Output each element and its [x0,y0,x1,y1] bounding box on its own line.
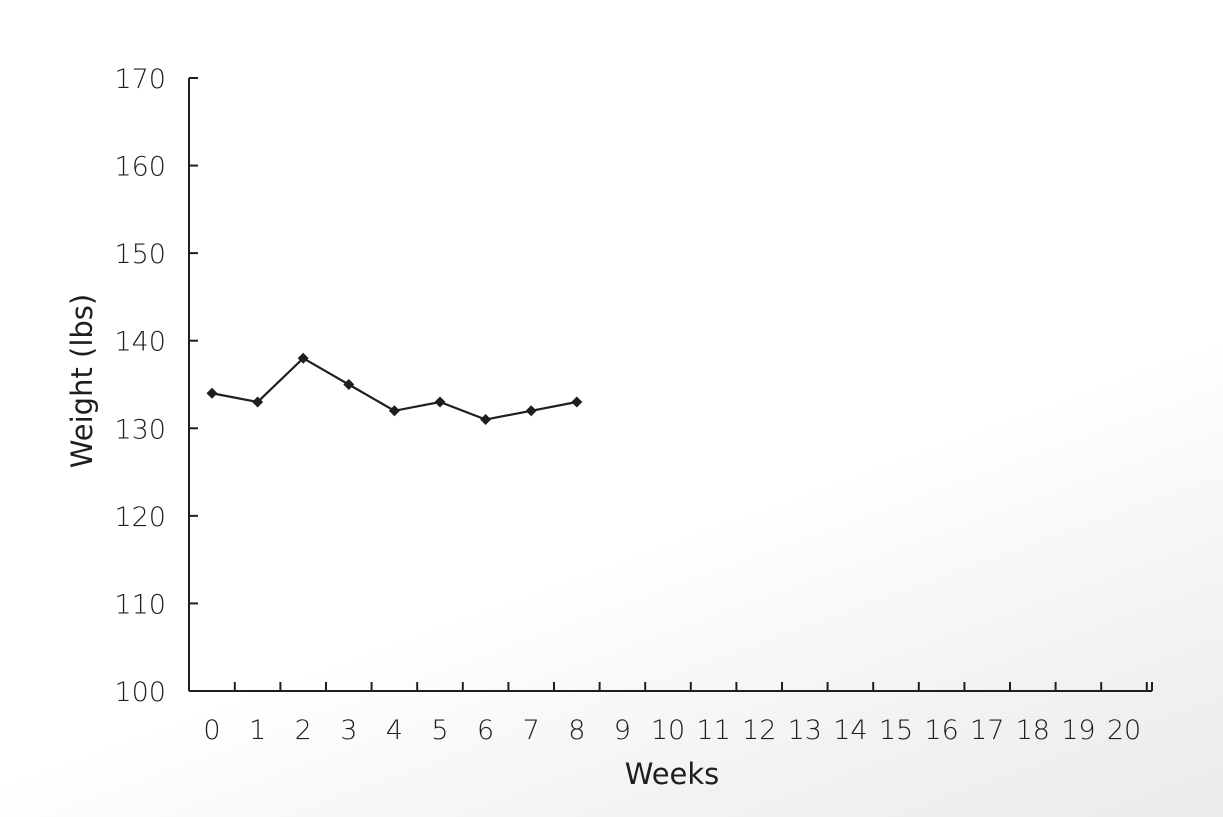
y-tick-label: 170 [114,64,166,95]
x-tick-label: 10 [651,715,685,746]
x-tick-label: 14 [833,715,867,746]
y-tick-label: 150 [114,239,166,270]
x-tick-label: 16 [924,715,958,746]
y-axis-title: Weight (lbs) [65,294,99,468]
data-point-marker [525,405,537,417]
data-point-marker [388,405,400,417]
x-tick-label: 7 [523,715,540,746]
data-point-marker [480,414,492,426]
x-tick-label: 0 [203,715,220,746]
data-point-marker [571,396,583,408]
x-tick-label: 1 [249,715,266,746]
y-tick-label: 120 [114,502,166,533]
x-tick-label: 11 [696,715,730,746]
x-tick-label: 12 [742,715,776,746]
x-tick-label: 9 [614,715,631,746]
x-tick-label: 4 [386,715,403,746]
x-tick-label: 20 [1107,715,1141,746]
x-tick-label: 19 [1061,715,1095,746]
y-tick-label: 160 [114,152,166,183]
y-tick-label: 110 [114,589,166,620]
data-point-marker [252,396,264,408]
x-tick-label: 6 [477,715,494,746]
data-point-marker [297,352,309,364]
x-tick-label: 3 [340,715,357,746]
data-point-marker [206,387,218,399]
data-point-marker [434,396,446,408]
x-tick-label: 2 [295,715,312,746]
x-tick-label: 15 [879,715,913,746]
x-tick-label: 13 [788,715,822,746]
y-tick-label: 100 [114,677,166,708]
axes [188,78,1152,692]
x-tick-label: 8 [568,715,585,746]
x-axis-title: Weeks [625,757,720,791]
data-point-marker [343,379,355,390]
y-tick-label: 140 [114,327,166,358]
y-ticks: 100 110 120 130 140 150 160 170 [114,64,198,708]
x-ticks: 0 1 2 3 4 5 6 7 8 9 10 11 12 13 14 15 16 17 18 19 20 [203,682,1153,746]
series-layer [206,352,583,426]
x-tick-label: 18 [1016,715,1050,746]
x-tick-label: 5 [431,715,448,746]
y-tick-label: 130 [114,414,166,445]
x-tick-label: 17 [970,715,1004,746]
